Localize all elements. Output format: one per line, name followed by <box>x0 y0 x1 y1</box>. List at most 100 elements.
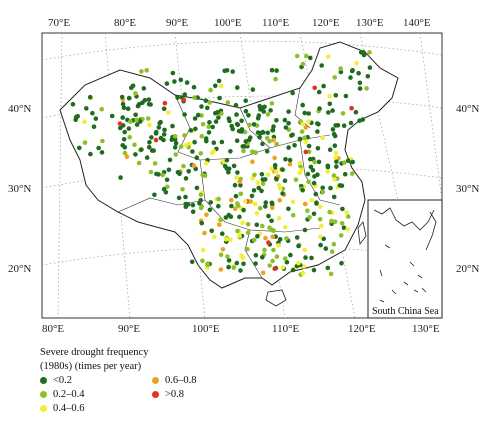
station-dot <box>172 145 178 150</box>
station-dot <box>200 247 206 253</box>
station-dot <box>280 167 285 172</box>
station-dot <box>239 129 244 134</box>
station-dot <box>315 129 320 134</box>
station-dot <box>161 106 167 112</box>
station-dot <box>245 222 251 227</box>
station-dot <box>269 218 274 224</box>
station-dot <box>357 86 363 91</box>
station-dot <box>267 139 272 144</box>
station-dot <box>300 270 306 276</box>
station-dot <box>100 138 105 144</box>
station-dot <box>195 112 201 118</box>
station-dot <box>139 147 144 152</box>
station-dot <box>182 112 187 117</box>
station-dot <box>311 211 317 217</box>
station-dot <box>255 180 261 185</box>
station-dot <box>323 246 329 251</box>
station-dot <box>180 187 185 192</box>
station-dot <box>282 117 288 123</box>
station-dot <box>297 170 303 176</box>
station-dot <box>133 152 138 157</box>
station-dot <box>349 171 355 176</box>
station-dot <box>138 119 143 124</box>
station-dot <box>120 115 125 120</box>
station-dot <box>306 143 312 149</box>
station-dot <box>117 121 123 126</box>
station-dot <box>147 122 152 128</box>
station-dot <box>300 102 306 108</box>
station-dot <box>73 114 79 120</box>
station-dot <box>320 185 326 191</box>
station-dot <box>132 142 137 148</box>
station-dot <box>271 124 276 129</box>
station-dot <box>264 135 270 141</box>
station-dot <box>213 119 219 124</box>
station-dot <box>256 185 262 191</box>
station-dot <box>283 224 288 230</box>
station-dot <box>310 168 316 173</box>
station-dot <box>122 145 128 150</box>
station-dot <box>350 159 356 165</box>
station-dot <box>340 111 346 116</box>
station-dot <box>270 205 275 211</box>
station-points <box>70 50 373 277</box>
station-dot <box>239 118 244 124</box>
station-dot <box>290 199 296 204</box>
station-dot <box>178 144 184 149</box>
station-dot <box>218 217 224 223</box>
station-dot <box>77 145 82 151</box>
station-dot <box>280 265 286 270</box>
station-dot <box>312 85 318 91</box>
station-dot <box>339 221 345 226</box>
station-dot <box>144 68 149 73</box>
station-dot <box>348 75 353 80</box>
station-dot <box>332 143 338 148</box>
station-dot <box>344 210 349 215</box>
station-dot <box>306 149 312 155</box>
station-dot <box>191 84 197 90</box>
station-dot <box>270 234 276 240</box>
station-dot <box>122 129 127 135</box>
station-dot <box>212 234 217 240</box>
station-dot <box>303 201 308 207</box>
station-dot <box>243 98 248 103</box>
station-dot <box>226 212 232 218</box>
station-dot <box>127 134 132 140</box>
station-dot <box>146 97 152 102</box>
station-dot <box>237 214 242 220</box>
station-dot <box>326 110 331 115</box>
station-dot <box>262 247 267 253</box>
station-dot <box>328 271 334 277</box>
station-dot <box>260 223 265 229</box>
lon-tick-label: 120°E <box>348 323 376 335</box>
station-dot <box>308 164 314 170</box>
station-dot <box>129 85 134 91</box>
station-dot <box>118 175 123 180</box>
station-dot <box>307 215 312 220</box>
station-dot <box>213 83 218 89</box>
station-dot <box>269 166 274 171</box>
station-dot <box>216 78 222 84</box>
station-dot <box>299 129 305 134</box>
station-dot <box>161 132 167 137</box>
map-frame <box>41 32 443 319</box>
station-dot <box>225 254 230 259</box>
station-dot <box>197 200 202 206</box>
station-dot <box>134 122 140 127</box>
station-dot <box>260 141 265 147</box>
station-dot <box>218 267 224 272</box>
station-dot <box>210 124 215 130</box>
station-dot <box>184 80 190 85</box>
station-dot <box>173 152 179 157</box>
station-dot <box>128 119 133 124</box>
station-dot <box>226 258 232 263</box>
taiwan-island <box>357 221 367 246</box>
station-dot <box>234 112 239 117</box>
station-dot <box>216 203 221 209</box>
station-dot <box>233 193 239 199</box>
station-dot <box>237 233 242 238</box>
station-dot <box>70 102 76 107</box>
lat-tick-label: 20°N <box>8 263 31 275</box>
station-dot <box>253 253 259 258</box>
station-dot <box>348 120 354 126</box>
